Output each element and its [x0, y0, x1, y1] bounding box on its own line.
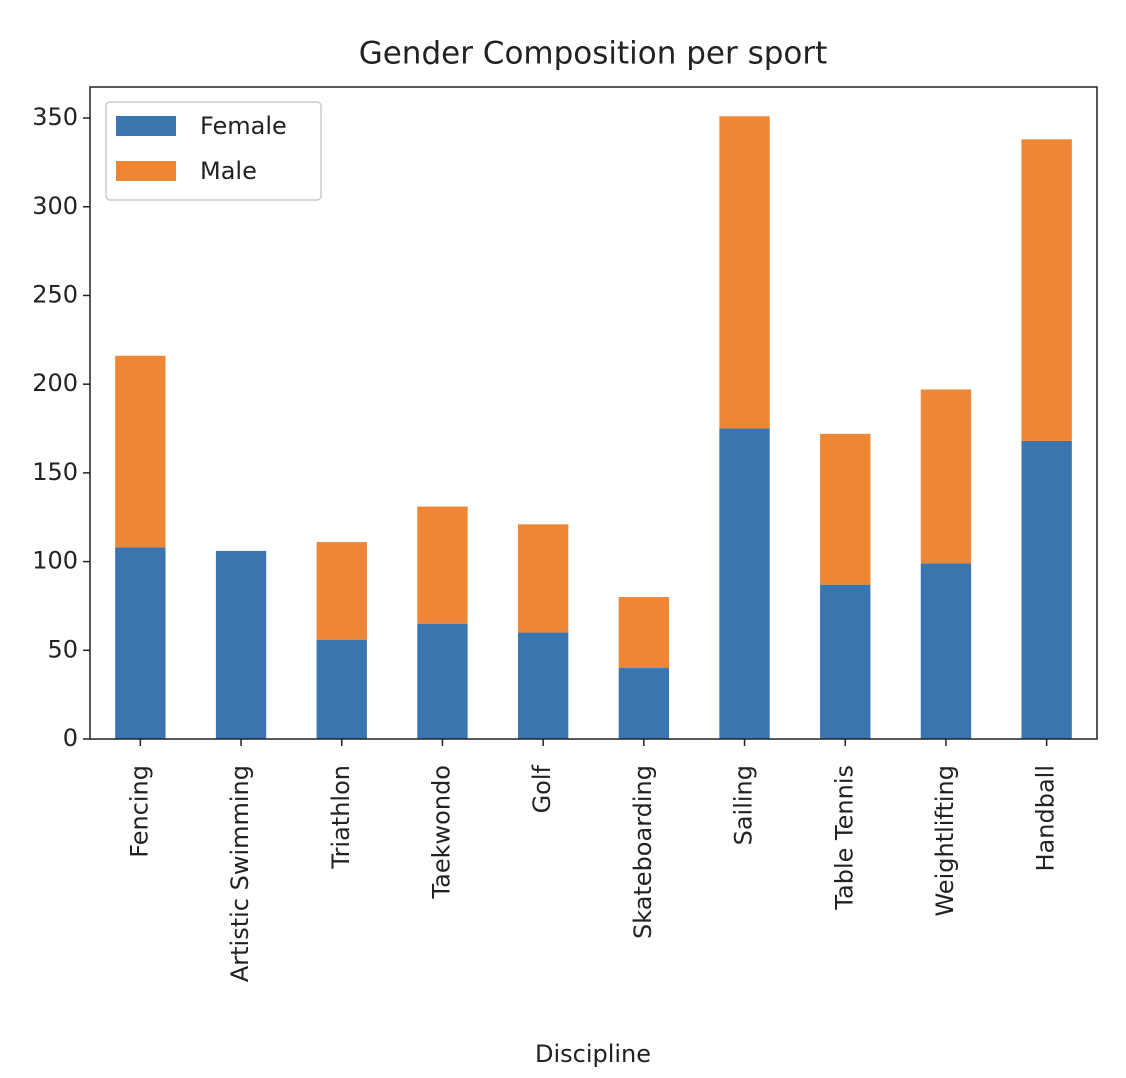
bar-segment: [115, 547, 166, 739]
bar-segment: [417, 623, 468, 739]
y-tick-label: 100: [32, 547, 78, 575]
x-tick-label: Weightlifting: [931, 765, 959, 917]
x-tick-label: Sailing: [730, 765, 758, 845]
bar-segment: [719, 428, 770, 739]
bar-segment: [1021, 440, 1072, 739]
bar-segment: [719, 116, 770, 429]
chart-title: Gender Composition per sport: [359, 36, 828, 72]
bar-segment: [618, 597, 670, 669]
legend-label: Female: [200, 112, 287, 140]
bar-segment: [115, 355, 166, 548]
bar-segment: [517, 632, 569, 739]
bar-segment: [215, 550, 267, 739]
y-tick-label: 300: [32, 192, 78, 220]
x-tick-label: Skateboarding: [629, 765, 657, 939]
bar-segment: [1021, 139, 1072, 441]
bar-segment: [316, 542, 367, 640]
x-tick-label: Triathlon: [327, 765, 355, 870]
y-tick-label: 50: [47, 635, 78, 663]
x-tick-label: Fencing: [125, 765, 153, 858]
y-tick-label: 150: [32, 458, 78, 486]
bar-segment: [820, 584, 871, 739]
bar-segment: [920, 563, 972, 739]
bar-segment: [316, 639, 367, 739]
bar-segment: [517, 524, 569, 633]
legend-label: Male: [200, 157, 257, 185]
plot-frame: [89, 86, 1098, 740]
x-tick-label: Artistic Swimming: [226, 765, 254, 982]
bar-segment: [618, 668, 670, 739]
x-tick-label: Taekwondo: [427, 765, 455, 900]
bar-segment: [820, 433, 871, 585]
y-tick-label: 350: [32, 103, 78, 131]
bar-segment: [417, 506, 468, 624]
legend-swatch: [116, 116, 176, 136]
x-tick-label: Table Tennis: [830, 765, 858, 911]
legend-swatch: [116, 161, 176, 181]
x-tick-label: Handball: [1032, 765, 1060, 871]
bar-segment: [920, 389, 972, 564]
y-tick-label: 200: [32, 369, 78, 397]
y-tick-label: 0: [63, 724, 78, 752]
x-axis-label: Discipline: [535, 1040, 651, 1068]
y-tick-label: 250: [32, 280, 78, 308]
x-tick-label: Golf: [528, 764, 556, 813]
